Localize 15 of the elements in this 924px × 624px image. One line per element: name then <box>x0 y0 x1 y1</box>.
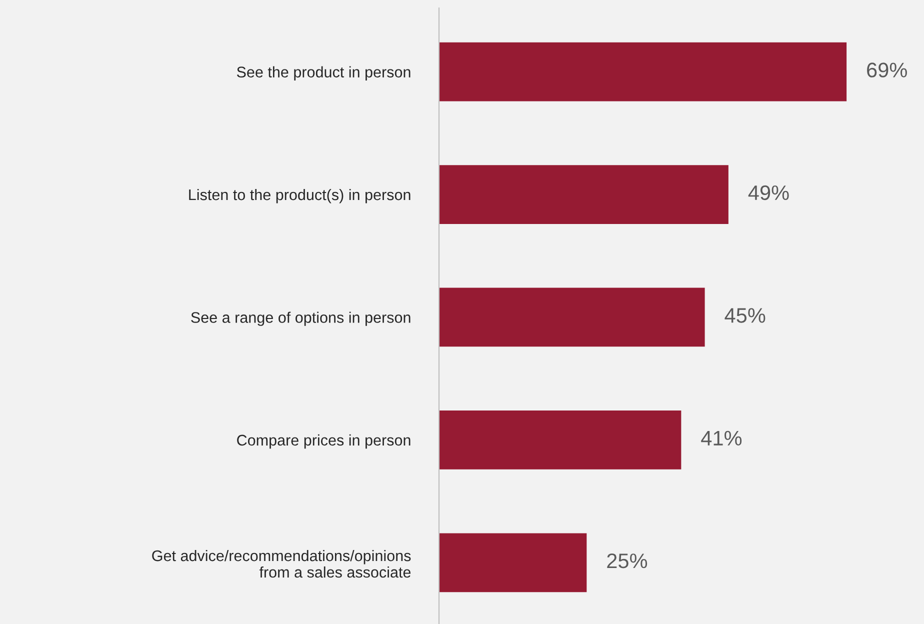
data-label: 25% <box>607 553 648 568</box>
y-tick-label: See a range of options in person <box>191 312 410 326</box>
y-tick-label: Get advice/recommendations/opinions from a sales associate <box>152 550 411 578</box>
bar <box>439 165 728 224</box>
y-tick-label: See the product in person <box>236 66 410 81</box>
data-label: 41% <box>701 430 742 446</box>
data-label: 49% <box>748 185 789 200</box>
bar <box>439 410 682 470</box>
y-tick-label: Listen to the product(s) in person <box>189 188 410 204</box>
bar <box>439 533 587 592</box>
data-label: 45% <box>724 308 766 323</box>
bar <box>439 288 705 347</box>
y-tick-label: Compare prices in person <box>237 434 410 449</box>
data-label: 69% <box>867 62 907 78</box>
bar <box>439 42 847 102</box>
